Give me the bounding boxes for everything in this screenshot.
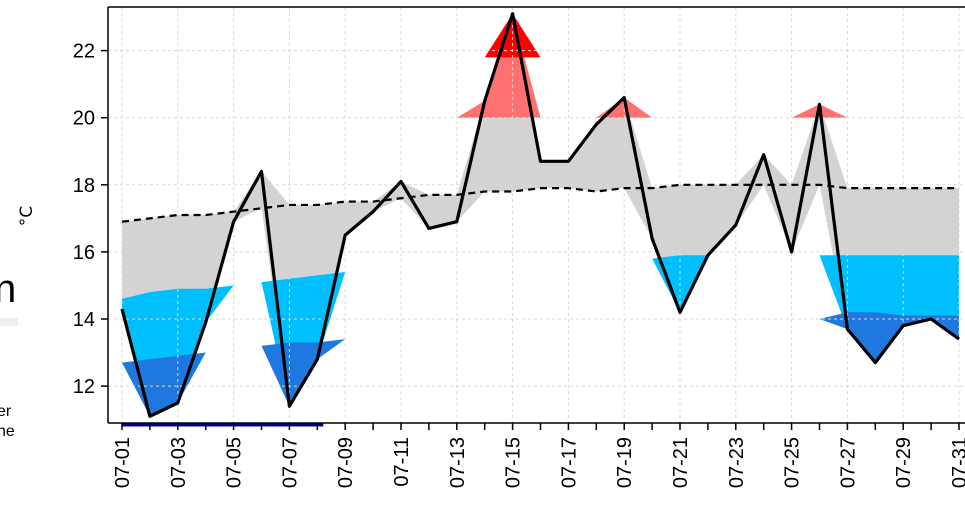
cropped-text-line-a: er <box>0 403 12 420</box>
x-tick-label: 07-15 <box>503 437 525 488</box>
x-axis: 07-01 07-03 07-05 07-07 07-09 07-11 07-13 07-15… <box>112 423 965 488</box>
x-tick-label: 07-09 <box>335 437 357 488</box>
x-tick-label: 07-29 <box>893 437 915 488</box>
x-tick-label: 07-25 <box>782 437 804 488</box>
x-tick-label: 07-23 <box>726 437 748 488</box>
x-tick-label: 07-11 <box>391 437 413 487</box>
x-tick-label: 07-27 <box>837 437 859 488</box>
x-tick-label: 07-31 <box>949 437 965 488</box>
fill-below-normal <box>122 184 959 417</box>
normal-line <box>121 183 959 223</box>
observed-line <box>120 12 960 418</box>
cropped-neighbor-panel: n er he <box>0 267 18 440</box>
y-tick-label: 22 <box>73 41 95 63</box>
x-tick-label: 07-17 <box>558 437 580 488</box>
x-tick-label: 07-03 <box>168 437 190 488</box>
x-tick-label: 07-21 <box>670 437 692 488</box>
fill-cool <box>122 255 959 417</box>
fill-cold <box>122 312 959 417</box>
x-tick-label: 07-07 <box>279 437 301 488</box>
y-tick-label: 16 <box>73 242 95 264</box>
y-tick-label: 20 <box>73 108 95 130</box>
y-axis: 12 14 16 18 20 22 <box>73 41 108 398</box>
y-tick-label: 14 <box>73 309 95 331</box>
cropped-divider <box>0 318 18 326</box>
x-tick-label: 07-01 <box>112 437 134 488</box>
x-tick-label: 07-05 <box>224 437 246 488</box>
y-tick-label: 18 <box>73 175 95 197</box>
y-axis-unit-label: °C <box>17 206 37 226</box>
series-lines <box>120 12 960 418</box>
y-tick-label: 12 <box>73 376 95 398</box>
fill-above-normal <box>122 13 959 222</box>
x-tick-label: 07-13 <box>447 437 469 488</box>
x-tick-label: 07-19 <box>614 437 636 488</box>
fill-warm <box>122 13 959 122</box>
cropped-text-large: n <box>0 267 16 311</box>
fill-hot <box>122 13 959 61</box>
cropped-text-line-b: he <box>0 423 15 440</box>
